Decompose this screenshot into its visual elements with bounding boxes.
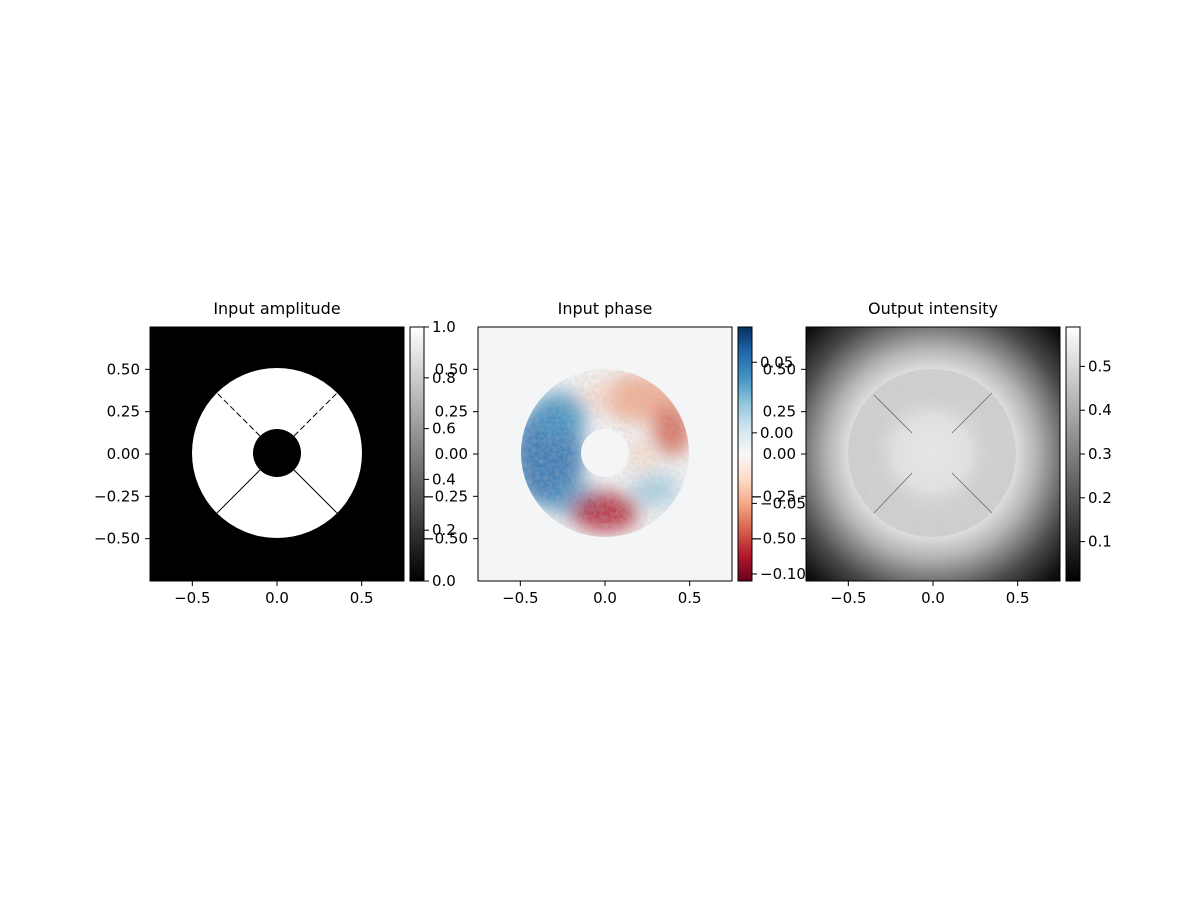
x-tick-label: 0.5 bbox=[350, 589, 374, 607]
y-tick-label: −0.50 bbox=[750, 530, 796, 548]
phase-axes-ticks: −0.5 0.0 0.5 0.50 0.25 0.00 −0.25 −0.50 bbox=[422, 360, 702, 607]
y-tick-label: −0.50 bbox=[94, 530, 140, 548]
phase-panel: Input phase bbox=[422, 299, 806, 607]
colorbar-tick-label: 0.1 bbox=[1088, 533, 1112, 551]
intensity-spiders bbox=[873, 392, 993, 514]
y-tick-label: 0.00 bbox=[107, 445, 140, 463]
y-tick-label: 0.25 bbox=[107, 403, 140, 421]
phase-image bbox=[478, 327, 732, 581]
colorbar-tick-label: −0.05 bbox=[760, 494, 806, 512]
y-tick-label: 0.25 bbox=[435, 403, 468, 421]
intensity-panel: Output intensity −0.5 0.0 0.50.500.250.00−… bbox=[750, 299, 1112, 607]
x-tick-label: 0.0 bbox=[921, 589, 945, 607]
y-tick-label: −0.25 bbox=[94, 487, 140, 505]
phase-colorbar: 0.05 0.00 −0.05 −0.10 bbox=[737, 326, 806, 583]
amplitude-spiders bbox=[216, 392, 338, 514]
y-tick-label: 0.50 bbox=[763, 360, 796, 378]
amplitude-panel: Input amplitude −0.5 0.0 0.50.500.250.00−0… bbox=[94, 299, 456, 607]
colorbar-tick-label: 1.0 bbox=[432, 318, 456, 336]
amplitude-image bbox=[150, 327, 404, 581]
colorbar-tick-label: 0.8 bbox=[432, 369, 456, 387]
colorbar-tick-label: 0.0 bbox=[432, 572, 456, 590]
intensity-colorbar: 0.1 0.2 0.3 0.4 0.5 bbox=[1065, 326, 1112, 582]
y-tick-label: 0.25 bbox=[763, 403, 796, 421]
colorbar-tick-label: 0.5 bbox=[1088, 357, 1112, 375]
colorbar-tick-label: 0.6 bbox=[432, 420, 456, 438]
phase-colorbar-ticks: 0.05 0.00 −0.05 −0.10 bbox=[752, 353, 806, 583]
colorbar-tick-label: −0.10 bbox=[760, 565, 806, 583]
x-tick-label: 0.0 bbox=[265, 589, 289, 607]
amplitude-obstruction bbox=[253, 429, 301, 477]
colorbar-tick-label: 0.00 bbox=[760, 424, 793, 442]
amplitude-colorbar-ticks: 0.0 0.2 0.4 0.6 0.8 1.0 bbox=[424, 318, 456, 590]
y-tick-label: −0.25 bbox=[750, 487, 796, 505]
colorbar-tick-label: 0.4 bbox=[1088, 401, 1112, 419]
x-tick-label: 0.5 bbox=[1006, 589, 1030, 607]
y-tick-label: 0.50 bbox=[435, 360, 468, 378]
x-tick-label: −0.5 bbox=[174, 589, 210, 607]
intensity-image bbox=[806, 327, 1060, 581]
x-tick-label: −0.5 bbox=[502, 589, 538, 607]
amplitude-title: Input amplitude bbox=[213, 299, 340, 318]
colorbar-tick-label: 0.3 bbox=[1088, 445, 1112, 463]
y-tick-label: 0.50 bbox=[107, 360, 140, 378]
x-tick-label: −0.5 bbox=[830, 589, 866, 607]
amplitude-axes-ticks: −0.5 0.0 0.5 0.50 0.25 0.00 −0.25 −0.50 bbox=[94, 360, 374, 607]
y-tick-label: 0.00 bbox=[435, 445, 468, 463]
intensity-axes-ticks: −0.5 0.0 0.5 0.50 0.25 0.00 −0.25 −0.50 bbox=[750, 360, 1030, 607]
y-tick-label: −0.25 bbox=[422, 487, 468, 505]
phase-title: Input phase bbox=[558, 299, 653, 318]
y-tick-label: 0.00 bbox=[763, 445, 796, 463]
x-tick-label: 0.0 bbox=[593, 589, 617, 607]
colorbar-tick-label: 0.05 bbox=[760, 353, 793, 371]
intensity-title: Output intensity bbox=[868, 299, 998, 318]
amplitude-colorbar: 0.0 0.2 0.4 0.6 0.8 1.0 bbox=[409, 318, 456, 590]
intensity-colorbar-ticks: 0.1 0.2 0.3 0.4 0.5 bbox=[1080, 357, 1112, 551]
colorbar-tick-label: 0.4 bbox=[432, 470, 456, 488]
x-tick-label: 0.5 bbox=[678, 589, 702, 607]
y-tick-label: −0.50 bbox=[422, 530, 468, 548]
colorbar-tick-label: 0.2 bbox=[432, 521, 456, 539]
colorbar-tick-label: 0.2 bbox=[1088, 489, 1112, 507]
